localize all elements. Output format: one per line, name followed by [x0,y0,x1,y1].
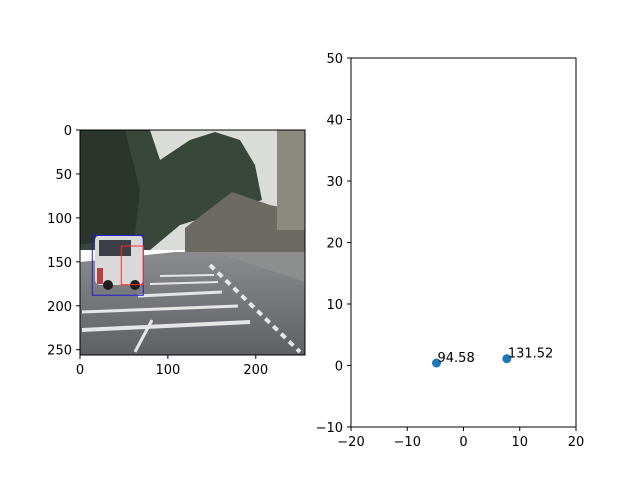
scatter-points: 94.58 131.52 [432,347,553,368]
image-lane-markings [81,263,302,354]
left-x-tick-label: 200 [243,363,268,378]
image-building-right [277,130,305,230]
left-y-tick-label: 0 [64,124,72,139]
right-x-tick-label: 20 [568,435,585,450]
camera-image [80,130,305,355]
left-y-tick-label: 250 [47,344,72,359]
right-axes-frame [350,57,577,428]
scatter-point-label: 94.58 [438,351,475,366]
right-x-tick-label: −20 [337,435,364,450]
scatter-point [432,358,441,368]
right-x-tick-label: 10 [511,435,528,450]
detection-box [120,245,144,286]
right-y-tick-label: 0 [335,360,343,375]
left-y-tick-label: 200 [47,300,72,315]
scatter-point [502,354,512,364]
image-van [95,235,143,290]
right-y-tick-label: 10 [326,298,343,313]
left-axis-ticks: 0 100 200 0 50 100 150 200 250 [47,124,268,378]
left-y-tick-label: 50 [55,168,72,183]
right-y-tick-label: 30 [326,175,343,190]
image-boxes [91,234,144,296]
left-x-tick-label: 0 [76,363,84,378]
right-y-tick-label: 20 [326,237,343,252]
right-y-tick-label: 40 [326,114,343,129]
image-building [185,192,305,265]
right-y-tick-label: −10 [316,421,343,436]
left-axes-frame [79,129,306,356]
scatter-point-label: 131.52 [508,347,554,362]
right-x-tick-label: 0 [459,435,467,450]
right-y-tick-label: 50 [326,52,343,67]
image-tree-left [80,130,140,245]
left-y-tick-label: 150 [47,256,72,271]
left-y-tick-label: 100 [47,212,72,227]
right-x-tick-label: −10 [394,435,421,450]
left-x-tick-label: 100 [155,363,180,378]
